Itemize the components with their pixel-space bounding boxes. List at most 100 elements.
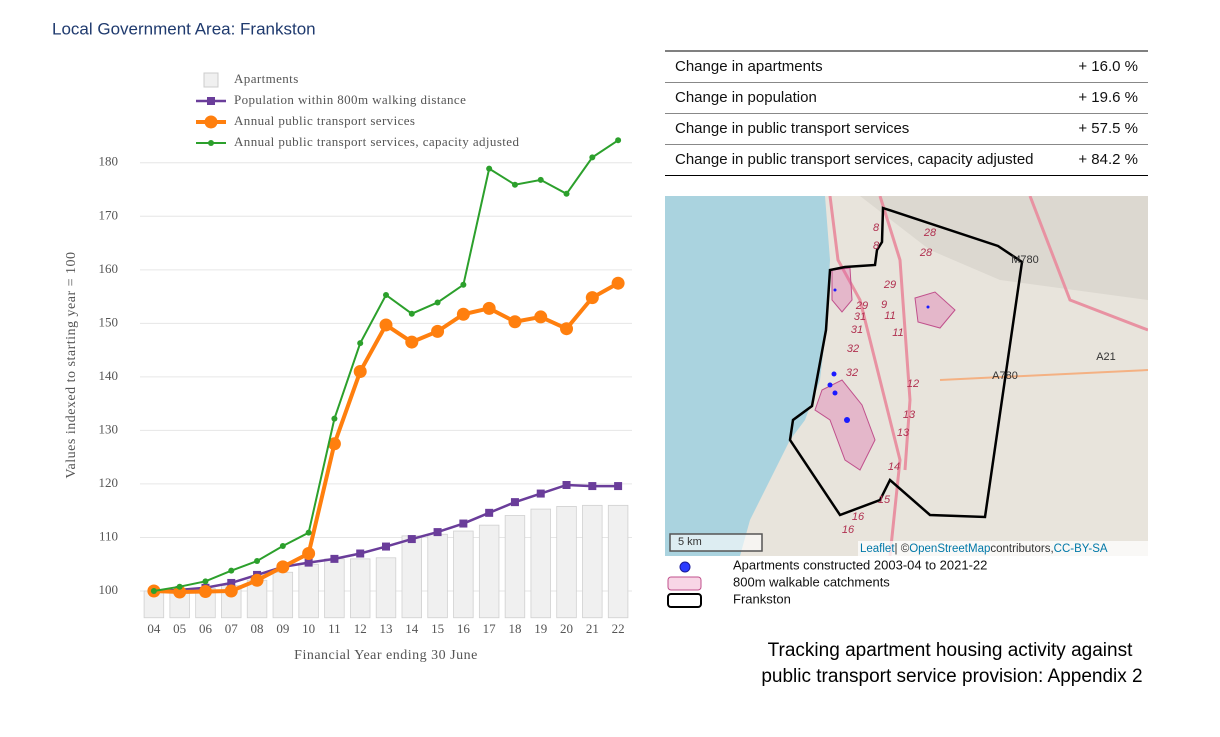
map-label: 15 <box>878 494 891 506</box>
bar <box>375 557 397 619</box>
point <box>173 585 187 599</box>
scale-bar <box>669 533 763 552</box>
x-tick-label: 06 <box>199 621 213 636</box>
legend-symbol <box>204 115 218 129</box>
stats-table: Change in apartments + 16.0 % Change in po… <box>665 50 1148 176</box>
attribution: contributors, <box>990 543 1053 555</box>
map-label: M780 <box>1011 254 1039 266</box>
table-cell: Change in public transport services, cap… <box>675 151 1034 168</box>
map-road <box>939 369 1148 381</box>
catchment <box>831 267 853 313</box>
point <box>511 181 518 188</box>
legend-symbol <box>203 72 219 88</box>
legend-label: Frankston <box>733 591 791 606</box>
legend-label: Apartments <box>234 71 299 86</box>
apartment-dot <box>833 288 837 292</box>
point <box>379 318 393 332</box>
x-tick-label: 05 <box>173 621 186 636</box>
bar <box>478 524 500 619</box>
legend-symbol <box>679 561 691 573</box>
point <box>331 415 338 422</box>
map-road <box>1028 196 1148 332</box>
point <box>383 291 389 298</box>
point <box>302 547 316 561</box>
map-label: 9 <box>881 299 887 311</box>
point <box>534 310 548 324</box>
point <box>431 324 445 338</box>
table-cell: Change in population <box>675 89 817 106</box>
x-tick-label: 08 <box>251 621 264 636</box>
point <box>198 585 212 599</box>
bar <box>401 535 422 619</box>
map-label: 13 <box>897 427 910 439</box>
x-tick-label: 12 <box>354 621 367 636</box>
x-tick-label: 18 <box>508 621 521 636</box>
map-label: A780 <box>992 370 1018 382</box>
map-label: 11 <box>884 310 895 322</box>
y-tick-label: 130 <box>99 421 119 436</box>
point <box>508 315 522 329</box>
map-label: 8 <box>873 222 880 234</box>
attribution: | © <box>895 543 910 555</box>
y-tick-label: 160 <box>99 261 119 276</box>
point <box>486 165 493 172</box>
table-cell: Change in apartments <box>675 58 823 75</box>
apartment-dot <box>827 382 833 388</box>
point <box>482 301 496 315</box>
point <box>615 137 622 144</box>
bar <box>530 508 551 619</box>
point <box>327 437 341 451</box>
point <box>382 542 390 551</box>
x-tick-label: 11 <box>328 621 341 636</box>
point <box>537 176 544 183</box>
bar <box>350 558 371 619</box>
map-label: 13 <box>903 409 916 421</box>
apartment-dot <box>831 371 837 377</box>
map-road <box>878 196 912 471</box>
point <box>459 519 468 528</box>
scale-label: 5 km <box>678 536 702 548</box>
bar <box>607 504 629 619</box>
legend-symbol <box>667 593 702 608</box>
x-tick-label: 16 <box>457 621 471 636</box>
point <box>407 535 416 544</box>
point <box>304 558 313 567</box>
table-cell: + 57.5 % <box>1078 120 1138 137</box>
point <box>456 307 470 321</box>
point <box>405 335 419 349</box>
bar <box>582 504 603 619</box>
apartment-dot <box>832 390 838 396</box>
caption: Tracking apartment housing activity agai… <box>768 640 1133 661</box>
legend-label: Annual public transport services, capaci… <box>234 134 519 149</box>
attribution-bg <box>858 541 1148 556</box>
apartment-dot <box>926 305 930 309</box>
bar <box>272 571 294 619</box>
map-label: 31 <box>851 324 863 336</box>
apartment-dot <box>844 417 850 423</box>
bar <box>298 563 319 619</box>
map-label: 16 <box>852 511 865 523</box>
attribution: OpenStreetMap <box>909 543 990 555</box>
x-tick-label: 07 <box>225 621 239 636</box>
attribution: CC-BY-SA <box>1054 543 1108 555</box>
y-tick-label: 100 <box>99 582 119 597</box>
header-title: Local Government Area: Frankston <box>52 19 316 38</box>
x-tick-label: 20 <box>560 621 573 636</box>
legend-symbol <box>207 97 215 105</box>
point <box>279 543 286 550</box>
chart: 100 110 120 130 140 150 160 170 180 04 05 06 07 08 09 1… <box>64 71 632 663</box>
point <box>227 578 236 587</box>
x-tick-label: 13 <box>380 621 393 636</box>
map-label: 12 <box>907 378 919 390</box>
legend-symbol <box>667 576 702 591</box>
bar <box>427 533 448 619</box>
y-tick-label: 180 <box>99 154 119 169</box>
x-tick-label: 21 <box>586 621 599 636</box>
legend-label: 800m walkable catchments <box>733 574 890 589</box>
point <box>228 567 235 574</box>
map-road <box>828 196 902 556</box>
y-tick-label: 110 <box>99 528 118 543</box>
